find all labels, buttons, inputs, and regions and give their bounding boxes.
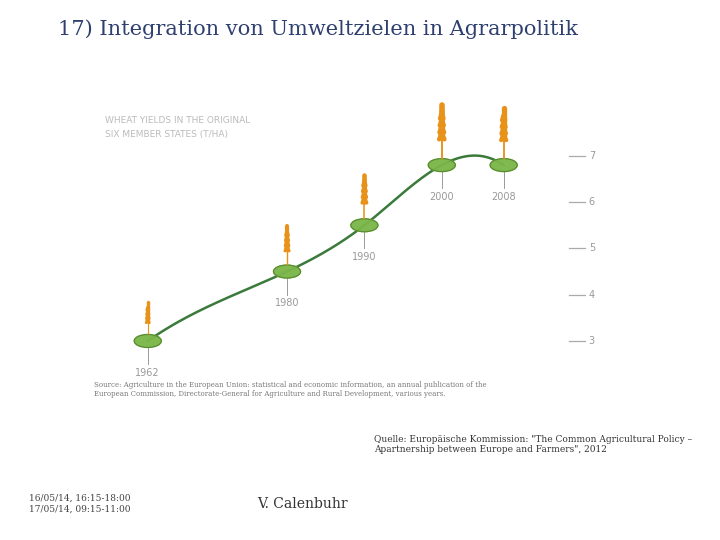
Text: WHEAT YIELDS IN THE ORIGINAL: WHEAT YIELDS IN THE ORIGINAL	[105, 117, 251, 125]
Text: 1990: 1990	[352, 252, 377, 262]
Ellipse shape	[490, 159, 517, 172]
Text: 4: 4	[589, 289, 595, 300]
Text: 6: 6	[589, 197, 595, 207]
Text: Quelle: Europäische Kommission: "The Common Agricultural Policy –
Apartnership b: Quelle: Europäische Kommission: "The Com…	[374, 435, 693, 454]
Text: 1962: 1962	[135, 368, 160, 378]
Text: SIX MEMBER STATES (T/HA): SIX MEMBER STATES (T/HA)	[105, 130, 228, 139]
Ellipse shape	[134, 334, 161, 347]
Text: 16/05/14, 16:15-18:00
17/05/14, 09:15-11:00: 16/05/14, 16:15-18:00 17/05/14, 09:15-11…	[29, 494, 130, 514]
Ellipse shape	[274, 265, 300, 278]
Text: 17) Integration von Umweltzielen in Agrarpolitik: 17) Integration von Umweltzielen in Agra…	[58, 19, 577, 38]
Text: 2000: 2000	[429, 192, 454, 202]
Text: 2008: 2008	[491, 192, 516, 202]
Ellipse shape	[351, 219, 378, 232]
Text: V. Calenbuhr: V. Calenbuhr	[257, 497, 348, 511]
Text: 1980: 1980	[275, 299, 300, 308]
Text: 3: 3	[589, 336, 595, 346]
Text: 7: 7	[589, 151, 595, 161]
Ellipse shape	[428, 159, 455, 172]
Text: Source: Agriculture in the European Union: statistical and economic information,: Source: Agriculture in the European Unio…	[94, 381, 486, 398]
Text: 5: 5	[589, 244, 595, 253]
